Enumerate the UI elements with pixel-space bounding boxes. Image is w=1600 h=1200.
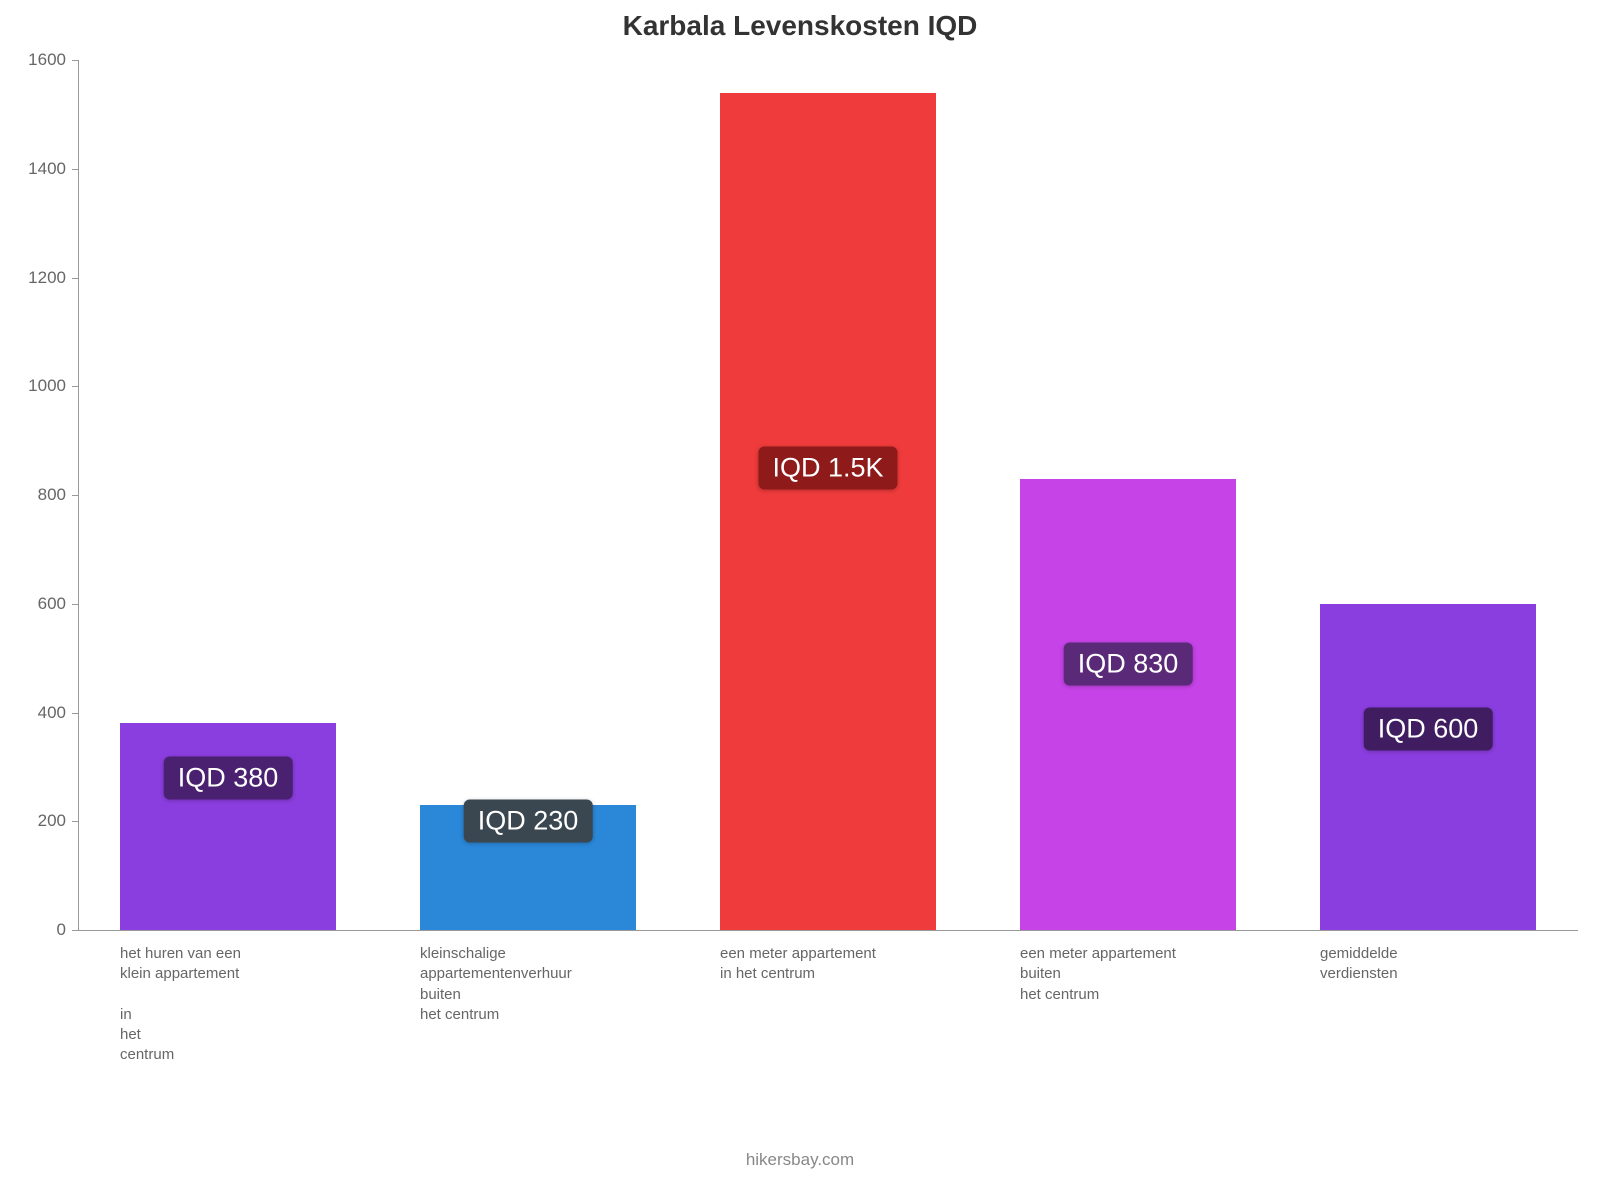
x-axis-label: gemiddeldeverdiensten xyxy=(1320,944,1556,985)
y-tick-label: 1200 xyxy=(0,268,66,288)
y-tick-mark xyxy=(72,713,78,714)
bar xyxy=(1320,604,1536,930)
bar xyxy=(1020,479,1236,930)
chart-footer: hikersbay.com xyxy=(0,1150,1600,1170)
y-tick-mark xyxy=(72,604,78,605)
y-axis-line xyxy=(78,60,79,930)
x-axis-line xyxy=(78,930,1578,931)
x-axis-label: kleinschaligeappartementenverhuurbuitenh… xyxy=(420,944,656,1025)
x-axis-label: het huren van eenklein appartement inhet… xyxy=(120,944,356,1066)
bar xyxy=(120,723,336,930)
y-tick-label: 400 xyxy=(0,703,66,723)
value-badge: IQD 380 xyxy=(164,756,293,799)
value-badge: IQD 1.5K xyxy=(758,446,897,489)
plot-area: 02004006008001000120014001600IQD 380het … xyxy=(78,60,1578,930)
y-tick-mark xyxy=(72,60,78,61)
y-tick-label: 800 xyxy=(0,485,66,505)
chart-container: Karbala Levenskosten IQD 020040060080010… xyxy=(0,0,1600,1200)
chart-title: Karbala Levenskosten IQD xyxy=(0,10,1600,42)
value-badge: IQD 230 xyxy=(464,800,593,843)
x-axis-label: een meter appartementin het centrum xyxy=(720,944,956,985)
x-axis-label: een meter appartementbuitenhet centrum xyxy=(1020,944,1256,1005)
y-tick-mark xyxy=(72,278,78,279)
y-tick-mark xyxy=(72,930,78,931)
y-tick-label: 1000 xyxy=(0,376,66,396)
y-tick-label: 200 xyxy=(0,811,66,831)
y-tick-label: 1400 xyxy=(0,159,66,179)
y-tick-label: 0 xyxy=(0,920,66,940)
value-badge: IQD 830 xyxy=(1064,642,1193,685)
value-badge: IQD 600 xyxy=(1364,707,1493,750)
y-tick-mark xyxy=(72,169,78,170)
y-tick-label: 600 xyxy=(0,594,66,614)
y-tick-label: 1600 xyxy=(0,50,66,70)
y-tick-mark xyxy=(72,821,78,822)
bar xyxy=(720,93,936,930)
y-tick-mark xyxy=(72,495,78,496)
y-tick-mark xyxy=(72,386,78,387)
